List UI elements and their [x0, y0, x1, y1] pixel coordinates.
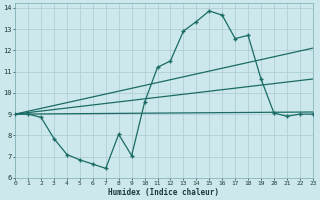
X-axis label: Humidex (Indice chaleur): Humidex (Indice chaleur) [108, 188, 220, 197]
